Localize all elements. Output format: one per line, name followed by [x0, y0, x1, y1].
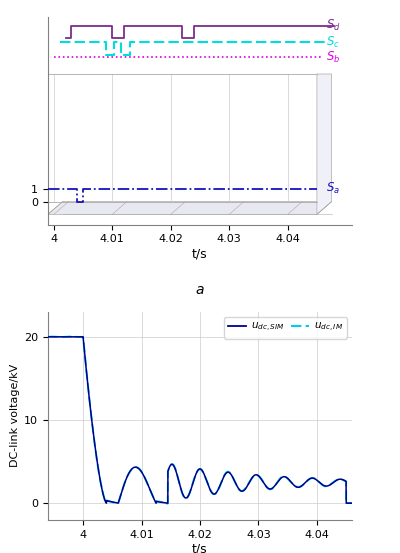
- Text: $S_c$: $S_c$: [326, 34, 340, 50]
- Polygon shape: [48, 202, 332, 215]
- X-axis label: t/s: t/s: [192, 247, 208, 260]
- X-axis label: t/s: t/s: [192, 542, 208, 553]
- Y-axis label: DC-link voltage/kV: DC-link voltage/kV: [10, 364, 20, 467]
- Text: $S_a$: $S_a$: [326, 181, 340, 196]
- Legend: $u_{dc,SIM}$, $u_{dc,IM}$: $u_{dc,SIM}$, $u_{dc,IM}$: [224, 317, 347, 338]
- Text: $S_d$: $S_d$: [326, 18, 340, 33]
- Text: $S_b$: $S_b$: [326, 50, 340, 65]
- Text: a: a: [196, 283, 204, 297]
- Polygon shape: [317, 74, 332, 215]
